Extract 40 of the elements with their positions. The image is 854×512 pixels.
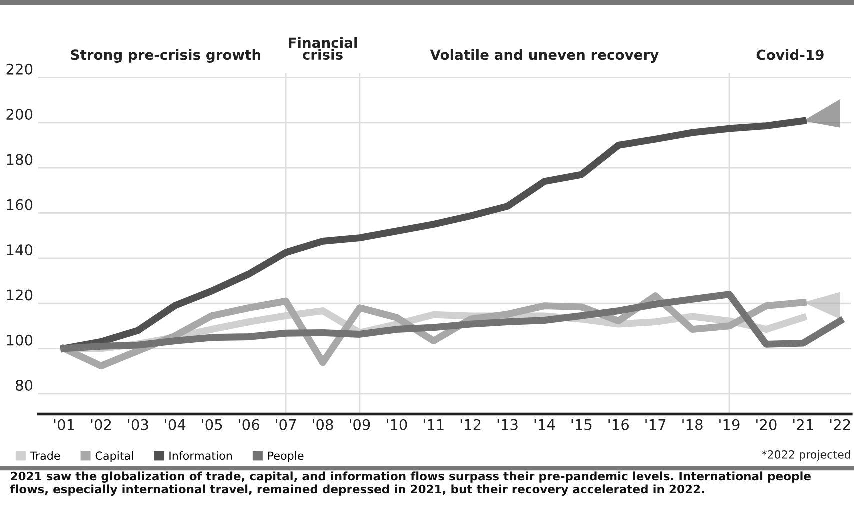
x-tick-label: '05 (202, 419, 222, 430)
x-tick-label: '07 (276, 419, 296, 430)
y-tick-label: 120 (7, 290, 33, 301)
y-tick-label: 200 (6, 109, 33, 120)
y-tick-label: 100 (7, 334, 33, 346)
x-tick-label: '12 (460, 419, 481, 430)
x-tick-label: '13 (498, 419, 518, 430)
text: Financial crisis (288, 37, 358, 60)
x-tick-label: '14 (534, 420, 556, 430)
x-tick-label: '08 (313, 419, 334, 430)
x-tick-label: '04 (165, 419, 186, 430)
x-tick-label: '02 (91, 419, 112, 430)
y-tick-label: 80 (16, 380, 33, 392)
x-tick-label: '06 (239, 419, 260, 430)
text: Strong pre-crisis growth (71, 49, 261, 63)
text: Covid-19 (756, 50, 824, 60)
x-tick-label: '21 (794, 419, 814, 430)
legend-label: Information (170, 451, 232, 460)
x-tick-label: '15 (572, 420, 592, 430)
x-tick-label: '18 (682, 419, 703, 430)
legend-label: People (268, 451, 304, 462)
x-tick-label: '22 (830, 419, 850, 430)
x-tick-label: '16 (608, 419, 629, 430)
x-tick-label: '17 (646, 420, 666, 430)
text: 2021 saw the globalization of trade, capital, and information flows surpass their pre-pandemic levels. International people flows, especially international travel, remained depressed in 2021, but their recovery accelerated in 2022. (10, 472, 811, 496)
x-tick-label: '01 (54, 419, 74, 430)
y-tick-label: 180 (7, 154, 33, 166)
x-tick-label: '10 (387, 419, 408, 430)
y-tick-label: 160 (7, 199, 33, 210)
legend-label: Capital (96, 451, 134, 462)
x-tick-label: '03 (128, 419, 148, 430)
y-tick-label: 140 (7, 244, 33, 256)
x-tick-label: '19 (720, 419, 740, 430)
y-tick-label: 220 (6, 64, 33, 75)
text: *2022 projected (762, 450, 850, 462)
x-tick-label: '20 (756, 419, 777, 430)
x-tick-label: '09 (350, 419, 370, 430)
text: Volatile and uneven recovery (430, 49, 659, 63)
legend-label: Trade (30, 451, 60, 460)
x-tick-label: '11 (424, 420, 444, 430)
